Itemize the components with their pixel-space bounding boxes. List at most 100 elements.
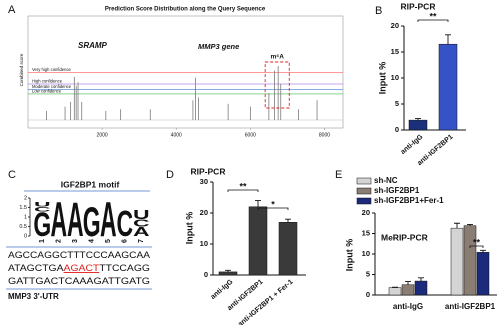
y-tick-label: 20 xyxy=(200,208,208,217)
chart-title: RIP-PCR xyxy=(401,1,436,11)
y-tick-label: 10 xyxy=(362,249,370,258)
bar xyxy=(476,252,490,296)
threshold-label: Moderate confidence xyxy=(32,84,72,89)
error-bar xyxy=(255,200,261,207)
logo-tick-label: 0 xyxy=(24,233,27,239)
error-bar xyxy=(415,118,421,121)
significance-bracket xyxy=(469,245,484,248)
error-bar xyxy=(225,269,231,272)
logo-letter: A xyxy=(67,193,84,247)
logo-position: 1 xyxy=(39,239,46,243)
logo-position: 3 xyxy=(72,239,79,243)
logo-letter: A xyxy=(100,192,117,247)
x-tick-label: anti-IgG xyxy=(400,133,425,156)
bar xyxy=(278,222,298,276)
x-tick-label: anti-IGF2BP1 + Fer-1 xyxy=(237,279,294,325)
y-tick-label: 10 xyxy=(200,239,208,248)
legend-swatch xyxy=(356,177,372,185)
y-axis-label: Combined score xyxy=(19,53,24,86)
panel-label: B xyxy=(375,5,382,17)
x-tick-label: 4000 xyxy=(171,132,182,138)
logo-position: 7 xyxy=(138,239,145,243)
y-axis-label: Input % xyxy=(344,239,354,272)
y-tick-label: 20 xyxy=(391,21,399,30)
logo-letter: C xyxy=(34,206,51,213)
chart-title: RIP-PCR xyxy=(191,166,226,176)
bar xyxy=(218,271,238,276)
y-axis-label: Input % xyxy=(377,62,387,95)
bar xyxy=(463,225,477,296)
logo-position: 2 xyxy=(56,239,63,243)
y-tick-label: 30 xyxy=(200,177,208,186)
y-tick-label: 0 xyxy=(204,270,208,279)
logo-letter: C xyxy=(116,204,133,245)
y-tick-label: 5 xyxy=(366,269,370,278)
significance-label: ** xyxy=(473,237,481,247)
logo-letter: A xyxy=(133,224,150,239)
y-tick-label: 20 xyxy=(362,208,370,217)
y-tick-label: 0 xyxy=(366,290,370,299)
significance-bracket xyxy=(227,189,259,192)
bar xyxy=(408,119,428,131)
chart-title: MeRIP-PCR xyxy=(381,232,428,242)
x-tick-label: 8000 xyxy=(319,132,330,138)
sequence-line: ATAGCTGA AGACT TTCCAGG xyxy=(8,263,150,273)
x-tick-label: anti-IGF2BP1 xyxy=(445,302,496,311)
bar xyxy=(438,43,458,131)
logo-position: 6 xyxy=(122,239,129,243)
sequence-caption: MMP3 3'-UTR xyxy=(8,292,59,301)
y-tick-label: 15 xyxy=(362,228,370,237)
highlight-box xyxy=(264,61,290,109)
sequence-part: AGCCAGGCTTTCCCAAGCAA xyxy=(8,250,151,260)
legend-swatch xyxy=(356,187,372,195)
y-tick-label: 0 xyxy=(395,125,399,134)
threshold-label: Low confidence xyxy=(32,88,62,93)
logo-position: 5 xyxy=(105,239,112,243)
legend-swatch xyxy=(356,197,372,205)
error-bar xyxy=(480,249,486,253)
logo-letter: U xyxy=(34,201,51,208)
significance-label: ** xyxy=(239,181,247,191)
x-tick-label: 6000 xyxy=(245,132,256,138)
legend-label: sh-IGF2BP1+Fer-1 xyxy=(374,196,444,205)
logo-letter: G xyxy=(83,200,101,246)
legend-label: sh-NC xyxy=(374,176,398,185)
significance-label: ** xyxy=(429,11,437,21)
sequence-part: AGACT xyxy=(64,263,100,273)
sequence-part: ATAGCTGA xyxy=(8,263,64,273)
logo-tick-label: 1.5 xyxy=(19,205,27,211)
error-bar xyxy=(418,277,424,282)
y-tick-label: 5 xyxy=(395,99,399,108)
y-tick-label: 10 xyxy=(391,73,399,82)
bar xyxy=(248,206,268,276)
error-bar xyxy=(285,218,291,223)
logo-tick-label: 1 xyxy=(24,214,27,220)
legend-label: sh-IGF2BP1 xyxy=(374,186,420,195)
panel-label: D xyxy=(166,169,174,181)
y-axis-label: Input % xyxy=(184,212,194,245)
logo-position: 4 xyxy=(89,239,96,243)
error-bar xyxy=(405,281,411,285)
panel-label: E xyxy=(335,169,342,181)
significance-label: * xyxy=(271,199,275,209)
significance-bracket xyxy=(417,19,449,22)
sequence-line: GATTGACTCAAAGATTGATG xyxy=(8,276,150,286)
bar xyxy=(414,280,428,296)
annotation: m⁶A xyxy=(270,54,284,61)
sequence-part: TTCCAGG xyxy=(99,263,150,273)
threshold-label: High confidence xyxy=(32,79,63,84)
logo-tick-label: 0.5 xyxy=(19,224,27,230)
x-tick-label: anti-IgG xyxy=(210,278,235,301)
error-bar xyxy=(467,224,473,226)
x-tick-label: 2000 xyxy=(97,132,108,138)
logo-letter: G xyxy=(33,207,51,244)
logo-letter: C xyxy=(133,217,150,229)
sequence-part: GATTGACTCAAAGATTGATG xyxy=(8,276,150,286)
error-bar xyxy=(445,34,451,45)
chart-title: Prediction Score Distribution along the … xyxy=(105,7,266,13)
logo-tick-label: 2 xyxy=(24,195,27,201)
sequence-line: AGCCAGGCTTTCCCAAGCAA xyxy=(8,250,151,260)
annotation: MMP3 gene xyxy=(198,42,239,51)
panel-label: C xyxy=(8,169,16,181)
